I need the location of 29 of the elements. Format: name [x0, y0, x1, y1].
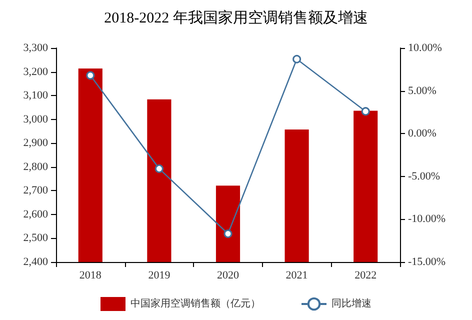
y-tick-label: 2,900 — [23, 137, 48, 150]
x-tick-label: 2018 — [79, 270, 102, 282]
point — [292, 54, 302, 64]
point — [224, 230, 232, 238]
x-tick-label: 2020 — [217, 270, 240, 282]
y-tick-label: 2,500 — [23, 232, 48, 244]
y-tick-label: 3,300 — [23, 42, 48, 54]
point — [86, 71, 95, 80]
y2-tick-label: 5.00% — [408, 84, 436, 97]
y2-tick-label: -5.00% — [408, 170, 440, 182]
x-tick-label: 2019 — [148, 270, 171, 282]
y2-tick-label: 10.00% — [408, 42, 442, 54]
point — [361, 107, 370, 116]
y2-tick-label: 0.00% — [408, 128, 436, 140]
y-tick-label: 3,200 — [23, 66, 48, 78]
point — [154, 164, 164, 173]
chart-title: 2018-2022 年我国家用空调销售额及增速 — [104, 10, 368, 26]
y-tick-label: 2,800 — [23, 160, 48, 173]
y-tick-label: 2,600 — [23, 208, 48, 220]
legend-label: 同比增速 — [332, 298, 372, 310]
legend-label: 中国家用空调销售额（亿元） — [130, 298, 260, 310]
y-tick-label: 3,000 — [23, 113, 48, 126]
y-tick-label: 2,400 — [23, 256, 48, 268]
x-tick-label: 2022 — [354, 270, 377, 282]
y2-tick-label: -15.00% — [408, 256, 446, 268]
x-tick-label: 2021 — [286, 270, 308, 282]
y2-tick-label: -10.00% — [408, 213, 446, 226]
y-tick-label: 2,700 — [23, 184, 48, 197]
y-tick-label: 3,100 — [23, 90, 48, 102]
